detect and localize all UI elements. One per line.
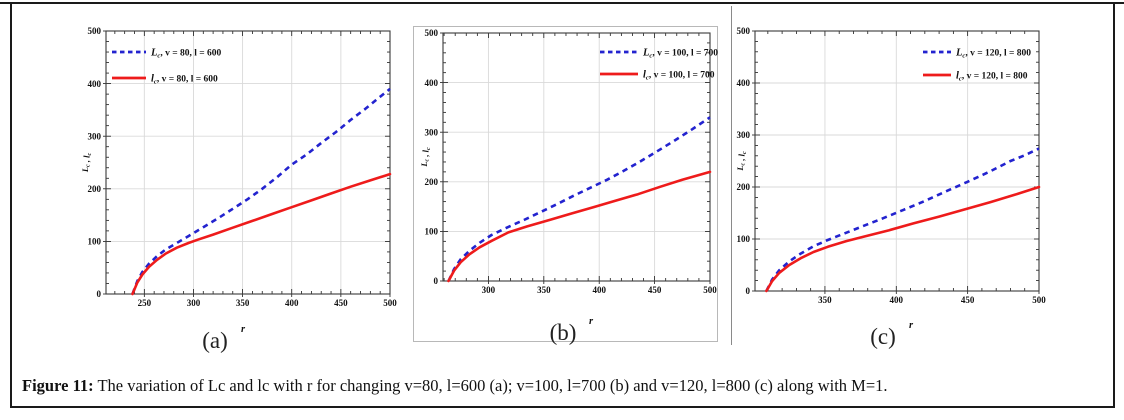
legend: Lc, v = 120, l = 800 lc, v = 120, l = 800 xyxy=(923,48,1031,83)
tick-labels: 350 400 450 500 0 100 200 300 400 500 xyxy=(737,26,1047,305)
y-tick-label: 0 xyxy=(434,276,439,286)
curve-lc xyxy=(765,185,1041,293)
x-tick-label: 500 xyxy=(703,285,717,295)
legend-label: lc, v = 120, l = 800 xyxy=(956,71,1028,83)
curve-lc xyxy=(447,170,712,283)
tick-labels: 300 350 400 450 500 0 100 200 300 400 500 xyxy=(425,28,718,295)
y-tick-label: 100 xyxy=(425,227,439,237)
y-tick-label: 400 xyxy=(88,79,102,89)
y-tick-label: 300 xyxy=(88,131,102,141)
gridlines xyxy=(755,31,1039,291)
legend: Lc, v = 80, l = 600 lc, v = 80, l = 600 xyxy=(112,48,222,86)
axis-ticks xyxy=(103,30,391,297)
y-tick-label: 500 xyxy=(425,28,439,38)
x-tick-label: 450 xyxy=(334,298,348,308)
y-axis-label: Lc , lc xyxy=(80,153,93,174)
x-tick-label: 400 xyxy=(592,285,606,295)
x-tick-label: 350 xyxy=(537,285,551,295)
y-tick-label: 400 xyxy=(425,78,439,88)
x-axis-label: r xyxy=(589,316,594,327)
y-tick-label: 200 xyxy=(737,182,751,192)
tick-labels: 250 300 350 400 450 500 0 100 200 300 400 500 xyxy=(88,26,398,308)
figure-caption: Figure 11: The variation of Lc and lc wi… xyxy=(22,376,1102,396)
x-tick-label: 450 xyxy=(961,295,975,305)
legend-label: Lc, v = 100, l = 700 xyxy=(642,48,718,60)
axis-ticks xyxy=(752,30,1040,294)
y-tick-label: 100 xyxy=(88,237,102,247)
y-axis-label: Lc , lc xyxy=(735,151,748,172)
x-tick-label: 350 xyxy=(818,295,832,305)
panel-label: (c) xyxy=(870,324,896,349)
figure-caption-text: The variation of Lc and lc with r for ch… xyxy=(93,376,888,395)
legend-label: lc, v = 80, l = 600 xyxy=(151,74,218,86)
x-tick-label: 500 xyxy=(383,298,397,308)
figure-border-box xyxy=(10,2,1115,408)
x-tick-label: 250 xyxy=(138,298,152,308)
x-tick-label: 450 xyxy=(648,285,662,295)
legend-label: Lc, v = 120, l = 800 xyxy=(955,48,1031,60)
y-tick-label: 0 xyxy=(97,289,102,299)
panel-label: (a) xyxy=(202,328,228,353)
curve-lc xyxy=(131,172,392,296)
legend-label: lc, v = 100, l = 700 xyxy=(643,70,715,82)
legend-label: Lc, v = 80, l = 600 xyxy=(150,48,222,60)
legend: Lc, v = 100, l = 700 lc, v = 100, l = 700 xyxy=(600,48,718,82)
x-tick-label: 300 xyxy=(482,285,496,295)
plot-frame xyxy=(105,30,391,295)
x-tick-label: 400 xyxy=(890,295,904,305)
y-tick-label: 0 xyxy=(746,286,751,296)
chart-panel-b: 300 350 400 450 500 0 100 200 300 400 500 Lc, v = 1… xyxy=(420,28,718,345)
panel-label: (b) xyxy=(550,320,577,345)
y-tick-label: 500 xyxy=(737,26,751,36)
gridlines xyxy=(443,33,710,281)
plot-frame xyxy=(754,30,1040,292)
x-tick-label: 500 xyxy=(1032,295,1046,305)
curve-Lc xyxy=(447,116,711,282)
figure-caption-label: Figure 11: xyxy=(22,376,94,395)
plot-frame xyxy=(442,32,711,282)
gridlines xyxy=(106,31,390,294)
y-axis-label: Lc , lc xyxy=(420,147,432,168)
chart-panel-c: 350 400 450 500 0 100 200 300 400 500 Lc, v = 120,… xyxy=(735,26,1047,349)
y-tick-label: 200 xyxy=(425,177,439,187)
curve-Lc xyxy=(131,87,391,295)
curve-Lc xyxy=(765,147,1040,292)
x-tick-label: 350 xyxy=(236,298,250,308)
y-tick-label: 200 xyxy=(88,184,102,194)
y-tick-label: 500 xyxy=(88,26,102,36)
chart-panel-a: 250 300 350 400 450 500 0 100 200 300 400 500 Lc, v … xyxy=(80,26,398,353)
y-tick-label: 300 xyxy=(425,127,439,137)
y-tick-label: 400 xyxy=(737,78,751,88)
y-tick-label: 300 xyxy=(737,130,751,140)
panel-b-frame xyxy=(413,26,718,342)
x-tick-label: 300 xyxy=(187,298,201,308)
x-axis-label: r xyxy=(241,324,246,335)
x-tick-label: 400 xyxy=(285,298,299,308)
y-tick-label: 100 xyxy=(737,234,751,244)
panel-divider-line xyxy=(731,6,732,345)
x-axis-label: r xyxy=(909,320,914,331)
